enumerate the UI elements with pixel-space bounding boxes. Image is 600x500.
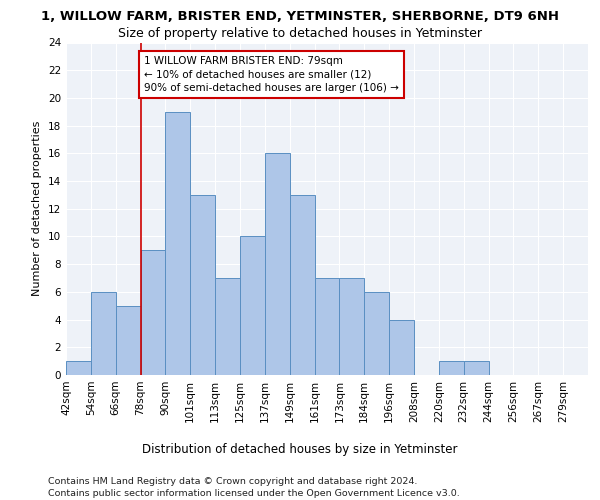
Text: Contains HM Land Registry data © Crown copyright and database right 2024.: Contains HM Land Registry data © Crown c…	[48, 478, 418, 486]
Bar	[340, 278, 364, 375]
Bar	[116, 306, 140, 375]
Text: Contains public sector information licensed under the Open Government Licence v3: Contains public sector information licen…	[48, 489, 460, 498]
Bar	[439, 361, 464, 375]
Bar	[91, 292, 116, 375]
Bar	[166, 112, 190, 375]
Bar	[464, 361, 488, 375]
Bar	[265, 154, 290, 375]
Bar	[215, 278, 240, 375]
Bar	[240, 236, 265, 375]
Y-axis label: Number of detached properties: Number of detached properties	[32, 121, 43, 296]
Text: 1, WILLOW FARM, BRISTER END, YETMINSTER, SHERBORNE, DT9 6NH: 1, WILLOW FARM, BRISTER END, YETMINSTER,…	[41, 10, 559, 23]
Text: 1 WILLOW FARM BRISTER END: 79sqm
← 10% of detached houses are smaller (12)
90% o: 1 WILLOW FARM BRISTER END: 79sqm ← 10% o…	[144, 56, 399, 93]
Bar	[314, 278, 340, 375]
Text: Distribution of detached houses by size in Yetminster: Distribution of detached houses by size …	[142, 442, 458, 456]
Bar	[140, 250, 166, 375]
Bar	[364, 292, 389, 375]
Bar	[66, 361, 91, 375]
Bar	[190, 195, 215, 375]
Bar	[290, 195, 314, 375]
Text: Size of property relative to detached houses in Yetminster: Size of property relative to detached ho…	[118, 28, 482, 40]
Bar	[389, 320, 414, 375]
